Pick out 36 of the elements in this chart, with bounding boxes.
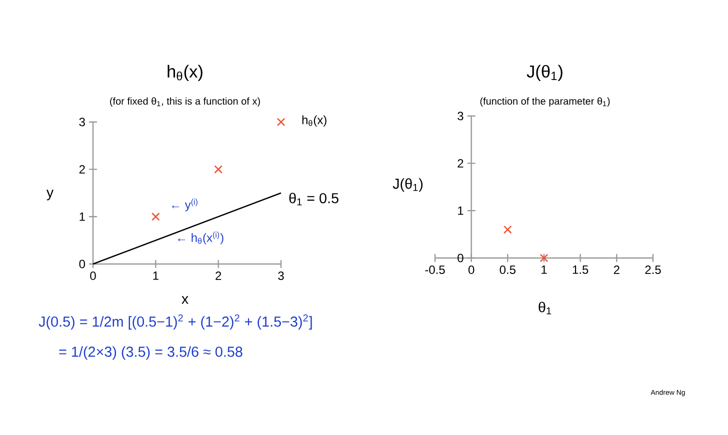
x-tick-label: 1.5: [572, 266, 588, 274]
x-tick-label: 2: [614, 266, 620, 274]
x-axis-title: x: [182, 296, 188, 304]
x-tick-label: 0: [468, 266, 474, 274]
x-tick-label: 2.5: [645, 266, 661, 274]
x-tick-label: 3: [278, 272, 284, 280]
chart-title: J(θ$_{1}$): [526, 64, 562, 82]
text: = 1/(2×3) (3.5) = 3.5/6 ≈ 0.58: [59, 346, 242, 360]
text: J(0.5) = 1/2m [(0.5−1)$^{2}$ + (1−2)$^{2}$ + (1.5−3)$^{2}$]: [38, 314, 312, 330]
y-tick-label: 0: [79, 260, 86, 268]
y-tick-label: 2: [79, 165, 85, 174]
y-tick-label: 0: [458, 254, 464, 262]
y-tick-label: 1: [80, 212, 85, 221]
point: [214, 165, 223, 174]
chart-title: h$_{θ}$(x): [168, 64, 202, 82]
annotation: ← y$^{(i)}$: [172, 198, 198, 212]
y-tick-label: 3: [79, 118, 85, 126]
x-tick-label: 1: [153, 272, 158, 280]
y-tick-label: 1: [458, 206, 464, 215]
x-tick-label: 0: [90, 272, 96, 280]
y-axis-title: y: [46, 190, 54, 200]
x-tick-label: 0.5: [500, 266, 516, 274]
x-axis-title: θ$_{1}$: [538, 302, 552, 314]
text: θ$_{1}$ = 0.5: [289, 192, 338, 206]
x-tick-label: 2: [216, 272, 222, 280]
y-tick-label: 3: [458, 112, 464, 120]
chart-subtitle: (function of the parameter θ$_{1}$): [480, 97, 610, 107]
x-tick-label: 1: [542, 266, 547, 274]
y-axis-title: J(θ$_{1}$): [392, 178, 423, 192]
y-tick-label: 2: [458, 159, 464, 168]
text: h$_{θ}$(x): [302, 115, 326, 127]
point: [151, 212, 160, 221]
point: [276, 118, 286, 126]
annotation: ← h$_{θ}$(x$^{(i)}$): [178, 232, 224, 244]
x-tick-label: -0.5: [425, 266, 445, 274]
chart-subtitle: (for fixed θ$_{1}$, this is a function of x): [110, 97, 260, 107]
